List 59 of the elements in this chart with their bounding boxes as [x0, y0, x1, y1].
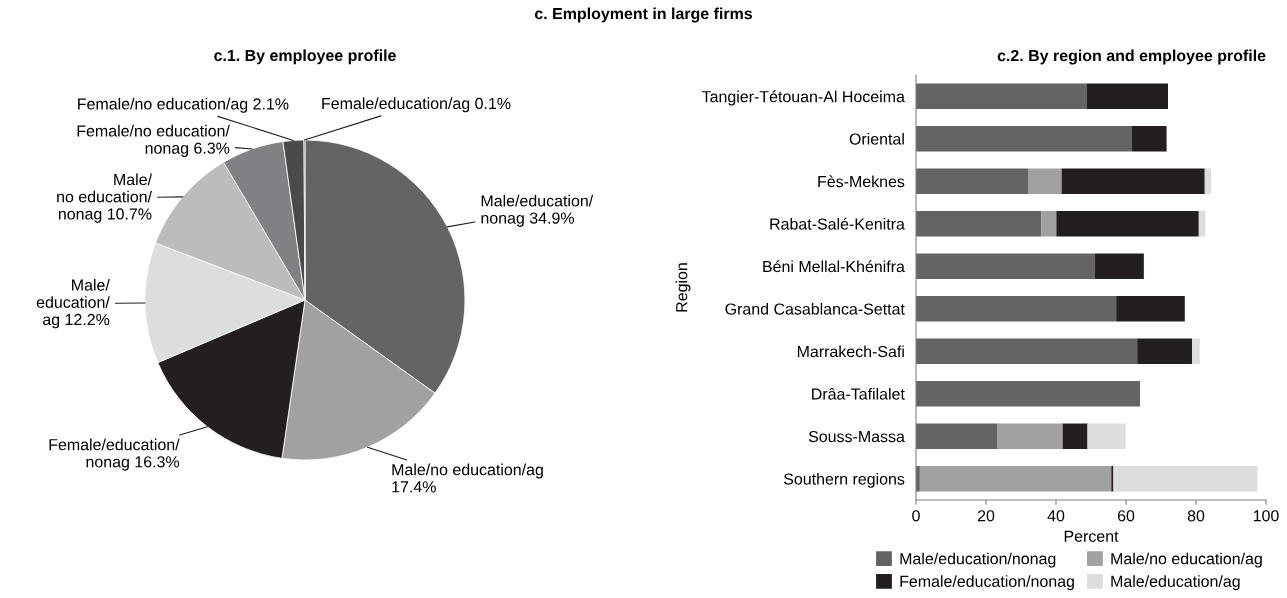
y-tick-label: Marrakech-Safi	[797, 345, 904, 358]
bar	[1137, 338, 1193, 364]
y-tick-label: Béni Mellal-Khénifra	[763, 260, 905, 273]
bar	[1131, 126, 1167, 152]
x-tick-label: 60	[1117, 510, 1135, 522]
slice-label: Male/ no education/ nonag 10.7%	[57, 173, 153, 223]
legend-label: Male/education/nonag	[900, 552, 1056, 568]
y-tick-label: Fès-Meknes	[818, 175, 905, 188]
bar	[916, 296, 1117, 322]
bar	[1192, 338, 1200, 364]
legend-label: Female/education/nonag	[900, 575, 1074, 591]
slice-label: Female/no education/ag 2.1%	[78, 97, 289, 113]
slice-label: Male/ education/ ag 12.2%	[36, 279, 110, 329]
x-tick-label: 100	[1253, 510, 1279, 522]
x-axis-title: Percent	[1064, 530, 1119, 542]
y-tick-label: Rabat-Salé-Kenitra	[770, 217, 905, 230]
x-tick-label: 20	[977, 510, 995, 522]
bar	[916, 423, 998, 449]
x-tick-label: 40	[1047, 510, 1065, 522]
bar	[1113, 466, 1258, 492]
bar	[1041, 211, 1057, 237]
text: c. Employment in large firms	[534, 7, 753, 23]
bar	[916, 211, 1042, 237]
slice-label: Male/education/ nonag 34.9%	[481, 194, 594, 227]
bar	[1061, 168, 1205, 194]
bar	[1087, 423, 1126, 449]
y-tick-label: Oriental	[849, 132, 904, 145]
y-tick-label: Souss-Massa	[808, 430, 905, 443]
bar	[1116, 296, 1185, 322]
x-tick-label: 0	[912, 510, 920, 522]
bar	[1094, 253, 1144, 279]
chart-title: c.2. By region and employee profile	[997, 49, 1266, 65]
slice-label: Female/no education/ nonag 6.3%	[77, 124, 230, 157]
bar	[1062, 423, 1088, 449]
y-tick-label: Tangier-Tétouan-Al Hoceima	[701, 90, 905, 106]
bar	[1204, 168, 1212, 194]
bar	[916, 83, 1087, 109]
bar	[916, 338, 1138, 364]
y-axis-title: Region	[675, 263, 691, 312]
bar	[916, 168, 1028, 194]
x-tick-label: 80	[1187, 510, 1205, 522]
bar	[916, 253, 1095, 279]
bar	[919, 466, 1112, 492]
bar	[997, 423, 1063, 449]
chart-title: c.1. By employee profile	[214, 49, 396, 65]
y-tick-label: Southern regions	[783, 472, 905, 488]
bar	[1086, 83, 1168, 109]
slice-label: Female/education/ag 0.1%	[322, 97, 511, 113]
bar	[1111, 466, 1114, 492]
legend-label: Male/no education/ag	[1111, 552, 1262, 568]
slice-label: Male/no education/ag 17.4%	[392, 463, 543, 493]
legend-label: Male/education/ag	[1111, 575, 1240, 591]
slice-label: Female/education/ nonag 16.3%	[49, 438, 180, 471]
bar	[1028, 168, 1062, 194]
y-tick-label: Drâa-Tafilalet	[812, 387, 905, 400]
bar	[916, 126, 1132, 152]
bar	[916, 381, 1140, 407]
y-tick-label: Grand Casablanca-Settat	[725, 302, 905, 315]
bar	[1056, 211, 1199, 237]
